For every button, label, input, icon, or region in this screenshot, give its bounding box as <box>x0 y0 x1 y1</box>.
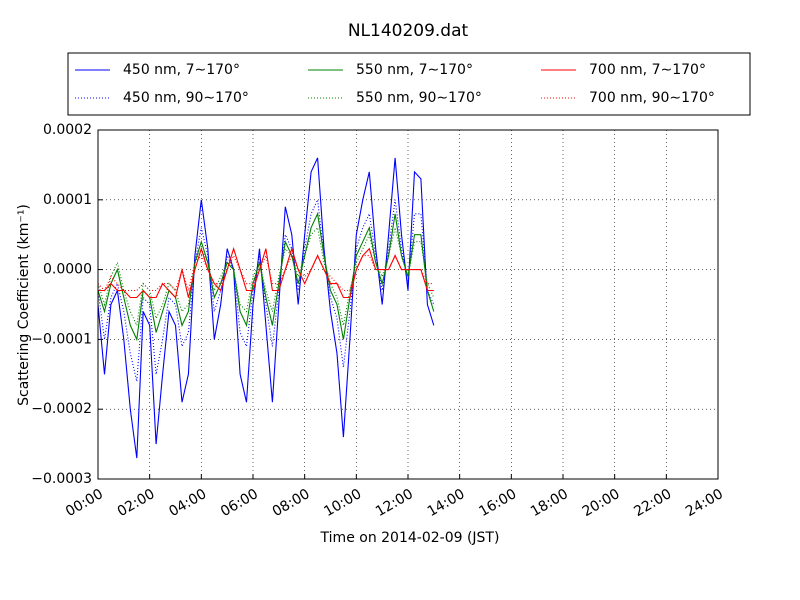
y-tick-label: 0.0001 <box>43 192 92 208</box>
chart-title: NL140209.dat <box>348 21 469 41</box>
legend-label: 450 nm, 7∼170° <box>123 62 240 78</box>
legend-label: 550 nm, 7∼170° <box>356 62 473 78</box>
y-tick-label: 0.0000 <box>43 262 92 278</box>
x-axis-label: Time on 2014-02-09 (JST) <box>320 530 500 546</box>
legend-label: 550 nm, 90∼170° <box>356 90 482 106</box>
legend-label: 700 nm, 90∼170° <box>589 90 715 106</box>
legend-label: 450 nm, 90∼170° <box>123 90 249 106</box>
y-tick-label: 0.0002 <box>43 122 92 138</box>
legend-box <box>67 52 751 116</box>
data-line <box>98 246 434 299</box>
legend-label: 700 nm, 7∼170° <box>589 62 706 78</box>
y-axis-label: Scattering Coefficient (km⁻¹) <box>16 204 32 406</box>
y-tick-label: −0.0002 <box>31 401 92 417</box>
plot-frame <box>97 129 719 480</box>
y-tick-label: −0.0001 <box>31 331 92 347</box>
data-line <box>97 157 435 459</box>
y-tick-label: −0.0003 <box>31 471 92 487</box>
